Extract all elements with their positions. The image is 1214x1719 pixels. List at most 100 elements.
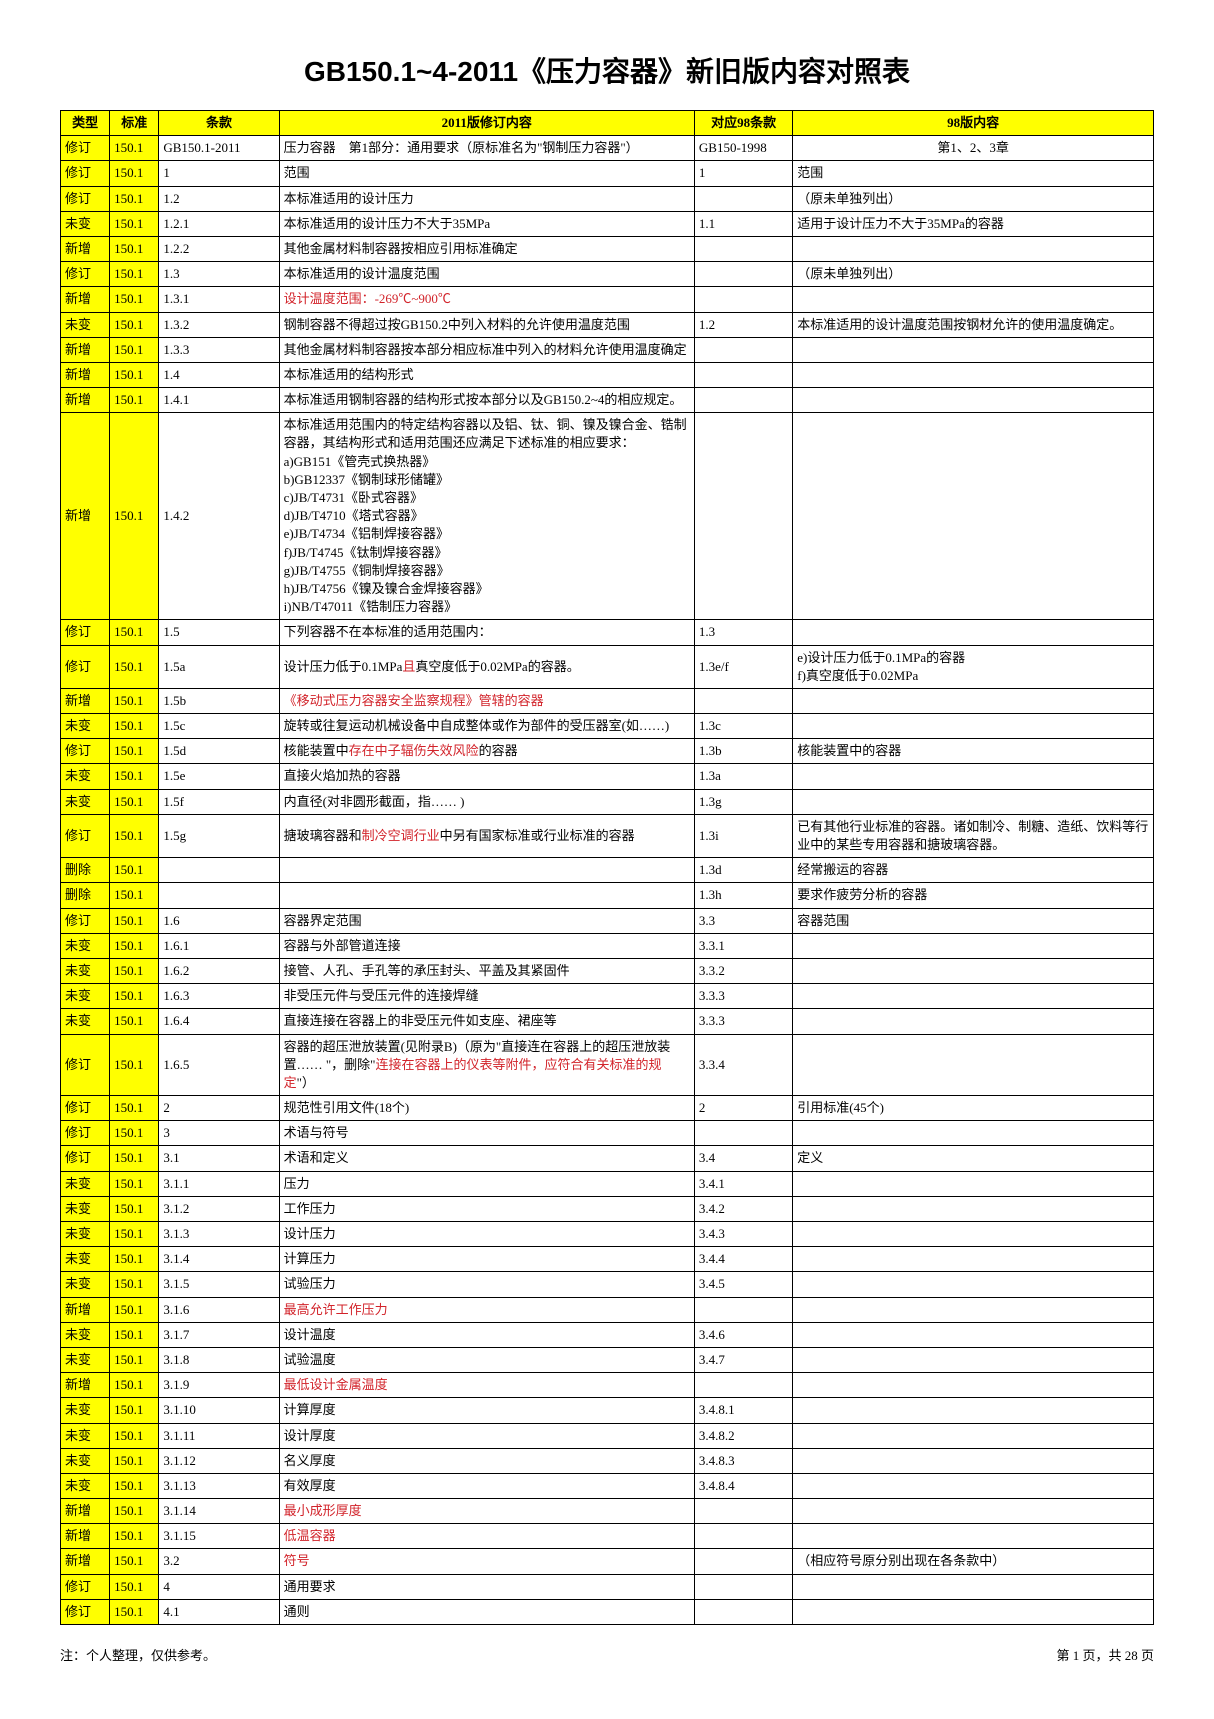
table-cell: 旋转或往复运动机械设备中自成整体或作为部件的受压器室(如……) <box>279 714 694 739</box>
table-cell: 新增 <box>61 1373 110 1398</box>
table-cell: 1.5c <box>159 714 279 739</box>
table-cell: 150.1 <box>110 337 159 362</box>
table-cell: 定义 <box>793 1146 1154 1171</box>
table-cell <box>694 337 792 362</box>
table-cell <box>793 714 1154 739</box>
table-row: 新增150.13.1.6最高允许工作压力 <box>61 1297 1154 1322</box>
table-cell: 150.1 <box>110 1247 159 1272</box>
table-cell: 本标准适用范围内的特定结构容器以及铝、钛、铜、镍及镍合金、锆制容器，其结构形式和… <box>279 413 694 620</box>
h-type: 类型 <box>61 111 110 136</box>
table-cell: 新增 <box>61 236 110 261</box>
table-cell: 3.1.14 <box>159 1499 279 1524</box>
table-cell: 1.1 <box>694 211 792 236</box>
table-cell: 1.5a <box>159 645 279 688</box>
table-cell: 150.1 <box>110 789 159 814</box>
table-cell: 未变 <box>61 984 110 1009</box>
footer-page: 第 1 页，共 28 页 <box>1056 1645 1154 1664</box>
table-cell <box>793 1574 1154 1599</box>
table-cell: 150.1 <box>110 362 159 387</box>
table-cell: 3.3 <box>694 908 792 933</box>
table-cell: 1.3c <box>694 714 792 739</box>
table-cell: 设计压力低于0.1MPa且真空度低于0.02MPa的容器。 <box>279 645 694 688</box>
table-cell: 150.1 <box>110 1473 159 1498</box>
table-cell <box>694 186 792 211</box>
table-cell: 150.1 <box>110 1574 159 1599</box>
table-cell <box>793 287 1154 312</box>
table-cell: 术语和定义 <box>279 1146 694 1171</box>
table-cell: 3.1.9 <box>159 1373 279 1398</box>
table-cell <box>793 1171 1154 1196</box>
table-cell: 1 <box>159 161 279 186</box>
table-cell: 150.1 <box>110 1196 159 1221</box>
table-cell: 通用要求 <box>279 1574 694 1599</box>
table-cell: 未变 <box>61 1473 110 1498</box>
table-cell <box>793 1322 1154 1347</box>
table-row: 新增150.11.3.1设计温度范围：-269℃~900℃ <box>61 287 1154 312</box>
table-cell: 3.1 <box>159 1146 279 1171</box>
table-cell: 新增 <box>61 362 110 387</box>
table-cell: 本标准适用的设计压力不大于35MPa <box>279 211 694 236</box>
table-cell: 新增 <box>61 413 110 620</box>
table-cell: 150.1 <box>110 958 159 983</box>
table-cell: 压力 <box>279 1171 694 1196</box>
table-cell: 1.4.1 <box>159 388 279 413</box>
table-cell <box>694 1524 792 1549</box>
table-cell: 1.6.1 <box>159 933 279 958</box>
table-cell: 150.1 <box>110 312 159 337</box>
table-cell <box>694 388 792 413</box>
table-cell: 计算压力 <box>279 1247 694 1272</box>
table-cell: 最高允许工作压力 <box>279 1297 694 1322</box>
table-cell: 3.3.3 <box>694 1009 792 1034</box>
table-cell: 150.1 <box>110 620 159 645</box>
table-cell: 修订 <box>61 645 110 688</box>
table-cell <box>793 1373 1154 1398</box>
table-cell: 1.5e <box>159 764 279 789</box>
table-cell: 其他金属材料制容器按本部分相应标准中列入的材料允许使用温度确定 <box>279 337 694 362</box>
table-cell: 3.2 <box>159 1549 279 1574</box>
footer-note: 注：个人整理，仅供参考。 <box>60 1645 216 1664</box>
table-cell: 1.3.1 <box>159 287 279 312</box>
table-cell: 未变 <box>61 1448 110 1473</box>
h-std: 标准 <box>110 111 159 136</box>
table-row: 未变150.13.1.13有效厚度3.4.8.4 <box>61 1473 1154 1498</box>
table-cell: 3.1.1 <box>159 1171 279 1196</box>
table-cell: 删除 <box>61 883 110 908</box>
table-cell: 范围 <box>793 161 1154 186</box>
table-cell: 2 <box>159 1096 279 1121</box>
table-cell: 新增 <box>61 1499 110 1524</box>
table-cell: 新增 <box>61 688 110 713</box>
table-header-row: 类型 标准 条款 2011版修订内容 对应98条款 98版内容 <box>61 111 1154 136</box>
table-cell: 修订 <box>61 161 110 186</box>
table-cell: 150.1 <box>110 1222 159 1247</box>
table-cell: 本标准适用的结构形式 <box>279 362 694 387</box>
table-cell: 3.4.8.4 <box>694 1473 792 1498</box>
table-cell: 1.4.2 <box>159 413 279 620</box>
table-cell: e)设计压力低于0.1MPa的容器 f)真空度低于0.02MPa <box>793 645 1154 688</box>
table-cell <box>694 287 792 312</box>
table-cell <box>793 1448 1154 1473</box>
table-cell <box>793 958 1154 983</box>
h-98clause: 对应98条款 <box>694 111 792 136</box>
table-row: 未变150.13.1.1压力3.4.1 <box>61 1171 1154 1196</box>
table-cell <box>793 388 1154 413</box>
table-cell: 未变 <box>61 1196 110 1221</box>
h-98: 98版内容 <box>793 111 1154 136</box>
table-cell: 4 <box>159 1574 279 1599</box>
table-cell: 未变 <box>61 714 110 739</box>
table-cell: 未变 <box>61 789 110 814</box>
table-cell: 1 <box>694 161 792 186</box>
table-cell: 150.1 <box>110 236 159 261</box>
table-cell <box>793 1599 1154 1624</box>
table-cell: 《移动式压力容器安全监察规程》管辖的容器 <box>279 688 694 713</box>
table-cell: 3.1.13 <box>159 1473 279 1498</box>
table-cell: 本标准适用的设计温度范围按钢材允许的使用温度确定。 <box>793 312 1154 337</box>
table-row: 新增150.11.3.3其他金属材料制容器按本部分相应标准中列入的材料允许使用温… <box>61 337 1154 362</box>
table-cell: 3.4.8.2 <box>694 1423 792 1448</box>
table-row: 未变150.11.6.1容器与外部管道连接3.3.1 <box>61 933 1154 958</box>
table-cell: 新增 <box>61 1524 110 1549</box>
table-cell: 容器的超压泄放装置(见附录B)（原为"直接连在容器上的超压泄放装置…… "，删除… <box>279 1034 694 1096</box>
table-cell: 150.1 <box>110 984 159 1009</box>
table-cell: 修订 <box>61 1146 110 1171</box>
table-cell: 最小成形厚度 <box>279 1499 694 1524</box>
table-cell <box>793 1297 1154 1322</box>
